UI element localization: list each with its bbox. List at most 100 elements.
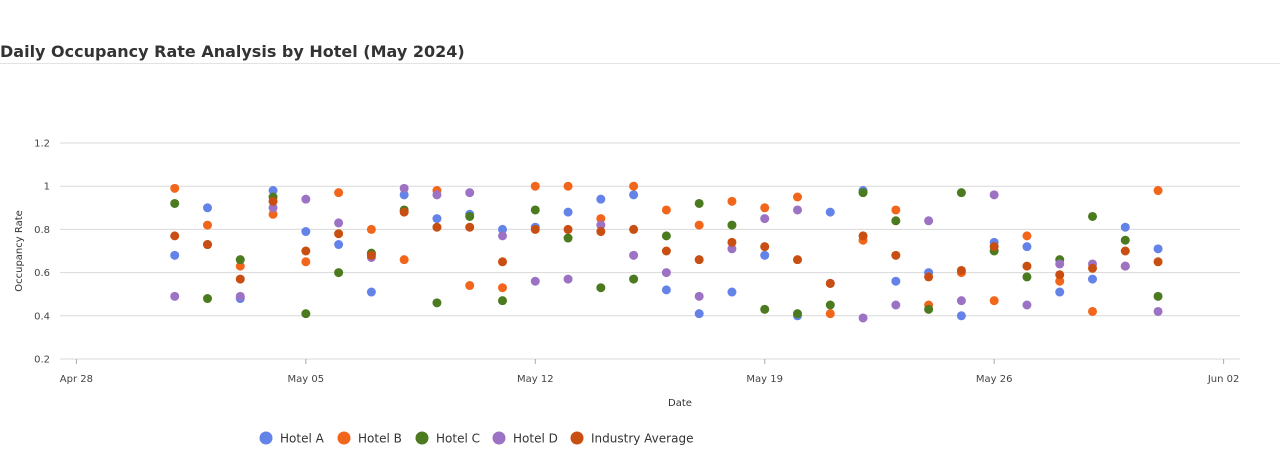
data-point-industry-average xyxy=(235,274,245,284)
data-point-hotel-d xyxy=(170,291,180,301)
data-point-industry-average xyxy=(1153,257,1163,267)
data-point-hotel-c xyxy=(334,268,344,278)
data-point-hotel-d xyxy=(793,205,802,215)
data-point-hotel-c xyxy=(825,300,835,310)
data-point-hotel-c xyxy=(891,216,901,226)
data-point-hotel-c xyxy=(203,294,212,304)
data-point-hotel-b xyxy=(1153,186,1163,196)
data-point-industry-average xyxy=(924,272,934,282)
data-point-industry-average xyxy=(760,242,770,252)
x-tick-label: May 26 xyxy=(976,374,1013,385)
x-tick-label: Apr 28 xyxy=(60,374,93,385)
legend-label-hotel-c[interactable]: Hotel C xyxy=(436,432,480,446)
data-point-hotel-d xyxy=(956,296,966,306)
data-point-industry-average xyxy=(301,246,311,256)
data-point-hotel-b xyxy=(629,181,639,191)
data-point-hotel-a xyxy=(1088,274,1097,284)
data-point-hotel-c xyxy=(563,233,573,243)
data-point-industry-average xyxy=(530,224,540,234)
data-point-industry-average xyxy=(891,250,901,260)
data-point-hotel-d xyxy=(432,190,442,200)
data-point-industry-average xyxy=(793,255,802,265)
data-point-industry-average xyxy=(498,257,507,267)
data-point-industry-average xyxy=(399,207,409,217)
x-axis-label: Date xyxy=(668,398,692,409)
data-point-hotel-c xyxy=(530,205,540,215)
legend-label-hotel-a[interactable]: Hotel A xyxy=(280,432,325,446)
data-point-industry-average xyxy=(661,246,671,256)
data-point-hotel-a xyxy=(727,287,737,297)
data-point-hotel-b xyxy=(694,220,704,230)
data-point-industry-average xyxy=(1120,246,1130,256)
data-point-hotel-a xyxy=(825,207,835,217)
legend-marker-hotel-c[interactable] xyxy=(415,431,429,445)
data-point-hotel-c xyxy=(760,304,770,314)
legend-label-hotel-d[interactable]: Hotel D xyxy=(513,432,558,446)
data-point-hotel-c xyxy=(170,198,180,208)
data-point-hotel-a xyxy=(1120,222,1130,232)
data-point-hotel-d xyxy=(596,220,606,230)
data-point-hotel-c xyxy=(465,211,475,221)
data-point-hotel-c xyxy=(727,220,737,230)
data-point-hotel-a xyxy=(1022,242,1032,252)
y-tick-label: 0.2 xyxy=(34,355,50,366)
data-point-hotel-d xyxy=(1120,261,1130,271)
data-point-industry-average xyxy=(268,196,278,206)
data-point-hotel-d xyxy=(465,188,475,198)
data-point-industry-average xyxy=(432,222,442,232)
data-point-industry-average xyxy=(825,278,835,288)
data-point-hotel-b xyxy=(563,181,573,191)
data-point-hotel-a xyxy=(432,214,442,224)
data-point-industry-average xyxy=(858,231,868,241)
data-point-hotel-d xyxy=(891,300,901,310)
data-point-hotel-c xyxy=(661,231,671,241)
data-point-hotel-b xyxy=(596,214,606,224)
data-point-hotel-c xyxy=(301,309,311,319)
data-point-hotel-d xyxy=(1055,259,1065,269)
data-point-industry-average xyxy=(694,255,704,265)
legend-label-hotel-b[interactable]: Hotel B xyxy=(358,432,402,446)
legend-marker-hotel-d[interactable] xyxy=(492,431,506,445)
data-point-hotel-b xyxy=(170,183,180,193)
x-tick-label: Jun 02 xyxy=(1207,374,1240,385)
data-point-hotel-a xyxy=(301,227,311,237)
legend-marker-hotel-a[interactable] xyxy=(259,431,273,445)
data-point-hotel-c xyxy=(498,296,507,306)
data-point-hotel-d xyxy=(268,203,278,213)
data-point-hotel-c xyxy=(1088,211,1097,221)
data-point-hotel-a xyxy=(891,276,901,286)
data-point-hotel-a xyxy=(1055,287,1065,297)
data-point-hotel-c xyxy=(596,283,606,293)
data-point-hotel-a xyxy=(498,224,507,234)
data-point-hotel-a xyxy=(760,250,770,260)
data-point-hotel-c xyxy=(956,188,966,198)
legend-marker-industry-average[interactable] xyxy=(570,431,584,445)
data-point-industry-average xyxy=(1022,261,1032,271)
data-point-industry-average xyxy=(727,237,737,247)
legend-marker-hotel-b[interactable] xyxy=(337,431,351,445)
data-point-hotel-a xyxy=(203,203,212,213)
page-title: Daily Occupancy Rate Analysis by Hotel (… xyxy=(0,42,465,61)
data-point-hotel-c xyxy=(924,304,934,314)
legend-label-industry-average[interactable]: Industry Average xyxy=(591,432,693,446)
data-point-hotel-d xyxy=(760,214,770,224)
y-tick-label: 1.2 xyxy=(34,139,50,150)
data-point-hotel-b xyxy=(203,220,212,230)
y-axis-label: Occupancy Rate xyxy=(14,210,25,292)
data-point-hotel-b xyxy=(301,257,311,267)
data-point-industry-average xyxy=(1055,270,1065,280)
data-point-hotel-b xyxy=(1055,276,1065,286)
data-point-industry-average xyxy=(956,265,966,275)
data-point-hotel-d xyxy=(301,194,311,204)
data-point-hotel-c xyxy=(858,188,868,198)
data-point-hotel-b xyxy=(530,181,540,191)
data-point-hotel-d xyxy=(334,218,344,228)
y-tick-label: 0.8 xyxy=(34,225,50,236)
data-point-hotel-b xyxy=(399,255,409,265)
data-point-hotel-b xyxy=(825,309,835,319)
data-point-hotel-b xyxy=(465,281,475,291)
data-point-hotel-a xyxy=(399,190,409,200)
data-point-hotel-c xyxy=(1153,291,1163,301)
y-tick-label: 0.4 xyxy=(34,311,50,322)
